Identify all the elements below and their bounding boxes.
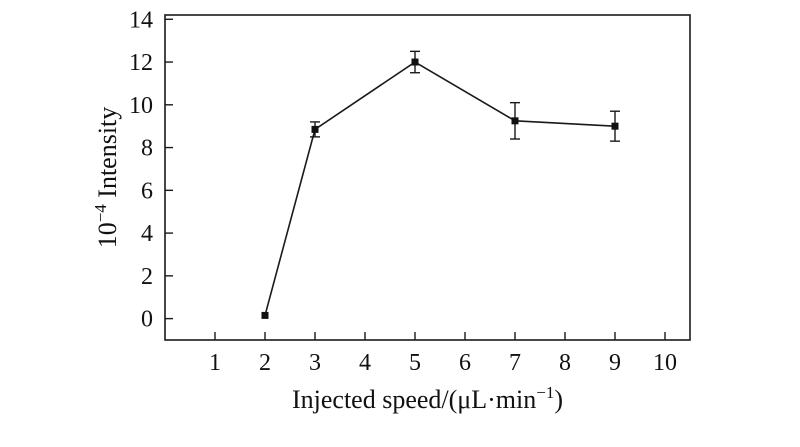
y-tick-label: 8	[141, 136, 153, 162]
y-tick-label: 14	[129, 7, 153, 33]
data-point-marker	[311, 125, 319, 133]
x-tick-label: 3	[309, 350, 321, 376]
x-tick-label: 1	[209, 350, 221, 376]
data-point-marker	[261, 311, 269, 319]
data-point-marker	[511, 117, 519, 125]
plot-box	[164, 14, 691, 341]
y-axis-label: 10−4 Intensity	[91, 107, 122, 249]
x-tick-label: 8	[559, 350, 571, 376]
y-tick-label: 0	[141, 307, 153, 333]
x-tick-label: 4	[359, 350, 371, 376]
x-tick-label: 10	[653, 350, 677, 376]
x-tick-label: 7	[509, 350, 521, 376]
y-tick-label: 6	[141, 178, 153, 204]
x-tick-label: 5	[409, 350, 421, 376]
y-tick-label: 4	[141, 221, 153, 247]
y-tick-label: 12	[129, 50, 153, 76]
data-point-marker	[611, 122, 619, 130]
x-tick-label: 9	[609, 350, 621, 376]
x-tick-label: 6	[459, 350, 471, 376]
x-tick-label: 2	[259, 350, 271, 376]
y-tick-label: 2	[141, 264, 153, 290]
data-point-marker	[411, 58, 419, 66]
y-tick-label: 10	[129, 93, 153, 119]
x-axis-label: Injected speed/(μL·min−1)	[292, 383, 563, 414]
